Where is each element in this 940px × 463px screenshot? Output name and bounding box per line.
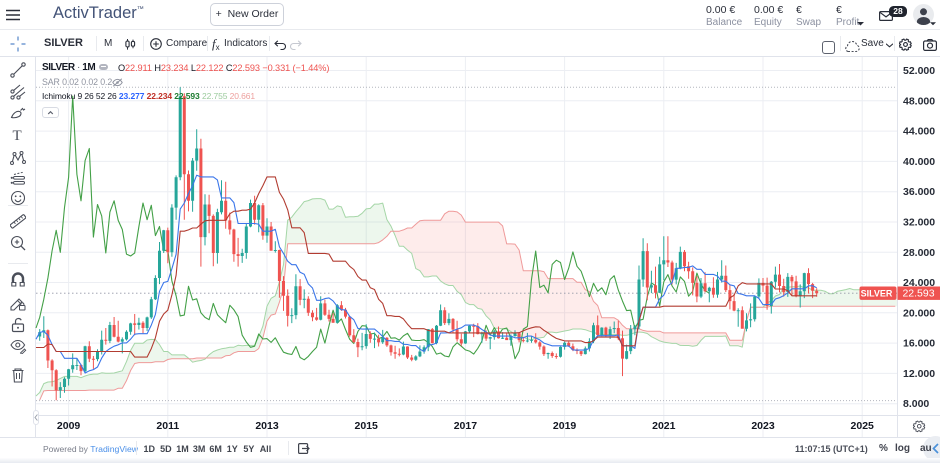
svg-text:12.000: 12.000 [903, 368, 935, 380]
svg-text:2011: 2011 [156, 420, 179, 432]
svg-text:52.000: 52.000 [903, 65, 935, 77]
svg-text:SILVER: SILVER [861, 288, 893, 298]
svg-text:28.000: 28.000 [903, 247, 935, 259]
svg-text:16.000: 16.000 [903, 338, 935, 350]
svg-text:24.000: 24.000 [903, 277, 935, 289]
svg-text:36.000: 36.000 [903, 186, 935, 198]
svg-text:2009: 2009 [57, 420, 81, 432]
svg-text:48.000: 48.000 [903, 95, 935, 107]
svg-text:32.000: 32.000 [903, 217, 935, 229]
svg-text:8.000: 8.000 [903, 398, 929, 410]
svg-text:20.000: 20.000 [903, 307, 935, 319]
svg-text:2019: 2019 [553, 420, 577, 432]
svg-text:22.593: 22.593 [902, 288, 934, 300]
svg-text:2013: 2013 [255, 420, 279, 432]
svg-text:2021: 2021 [652, 420, 676, 432]
svg-text:40.000: 40.000 [903, 156, 935, 168]
svg-text:2015: 2015 [355, 420, 379, 432]
svg-text:2025: 2025 [851, 420, 875, 432]
svg-text:2017: 2017 [454, 420, 478, 432]
svg-text:2023: 2023 [751, 420, 775, 432]
svg-text:44.000: 44.000 [903, 126, 935, 138]
